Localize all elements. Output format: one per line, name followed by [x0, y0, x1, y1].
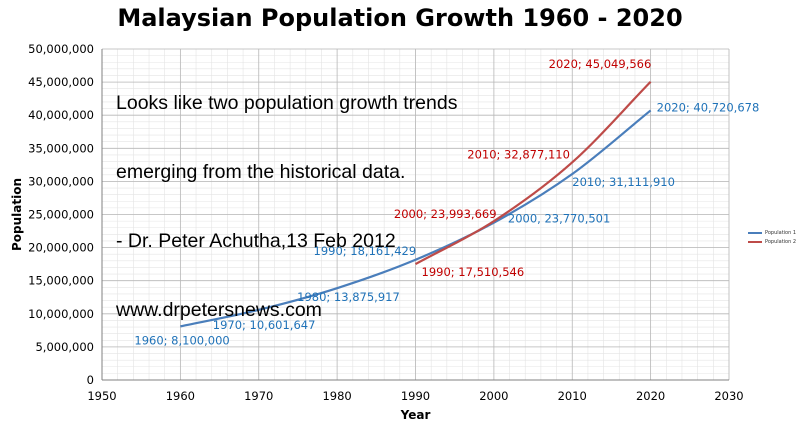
y-axis-title: Population [10, 178, 24, 251]
x-tick-label: 1960 [166, 389, 195, 403]
y-tick-label: 20,000,000 [28, 241, 94, 255]
data-label: 2000, 23,770,501 [508, 212, 610, 226]
annotation-line: - Dr. Peter Achutha,13 Feb 2012 [116, 230, 396, 252]
x-tick-label: 1970 [244, 389, 273, 403]
x-tick-label: 2010 [558, 389, 587, 403]
y-tick-label: 40,000,000 [28, 108, 94, 122]
legend-label: Population 2 [765, 238, 797, 245]
legend-swatch [748, 240, 762, 243]
legend-swatch [748, 231, 762, 234]
data-label: 1980; 13,875,917 [297, 290, 400, 304]
annotation-line: Looks like two population growth trends [116, 92, 458, 114]
data-label: 1970; 10,601,647 [213, 318, 316, 332]
y-tick-label: 35,000,000 [28, 141, 94, 155]
chart-legend: Population 1 Population 2 [748, 228, 796, 246]
annotation-note: Looks like two population growth trends … [116, 46, 457, 345]
y-tick-label: 5,000,000 [35, 340, 94, 354]
y-tick-label: 15,000,000 [28, 274, 94, 288]
data-label: 1960; 8,100,000 [134, 333, 229, 347]
y-tick-label: 0 [87, 373, 94, 387]
data-label: 2020; 40,720,678 [657, 100, 760, 114]
x-tick-label: 2030 [714, 389, 743, 403]
annotation-line: www.drpetersnews.com [116, 299, 322, 321]
y-tick-label: 30,000,000 [28, 174, 94, 188]
x-tick-label: 2020 [636, 389, 665, 403]
data-label: 2010; 31,111,910 [572, 175, 675, 189]
x-tick-label: 1950 [87, 389, 116, 403]
legend-label: Population 1 [765, 229, 797, 236]
y-tick-label: 50,000,000 [28, 42, 94, 56]
x-tick-label: 1990 [401, 389, 430, 403]
y-tick-label: 25,000,000 [28, 208, 94, 222]
data-label: 2020; 45,049,566 [549, 57, 652, 71]
series-line-2 [414, 81, 652, 266]
data-label: 1990; 17,510,546 [422, 265, 525, 279]
y-tick-label: 10,000,000 [28, 307, 94, 321]
data-label: 1990; 18,161,429 [314, 244, 417, 258]
data-label: 2000; 23,993,669 [394, 207, 497, 221]
x-tick-label: 1980 [322, 389, 351, 403]
x-axis-title: Year [400, 408, 431, 422]
x-tick-label: 2000 [479, 389, 508, 403]
legend-item-population-2: Population 2 [748, 237, 796, 246]
data-label: 2010; 32,877,110 [467, 147, 570, 161]
series-line-1 [180, 109, 652, 328]
legend-item-population-1: Population 1 [748, 228, 796, 237]
y-tick-label: 45,000,000 [28, 75, 94, 89]
annotation-line: emerging from the historical data. [116, 161, 406, 183]
chart-title: Malaysian Population Growth 1960 - 2020 [117, 4, 683, 32]
